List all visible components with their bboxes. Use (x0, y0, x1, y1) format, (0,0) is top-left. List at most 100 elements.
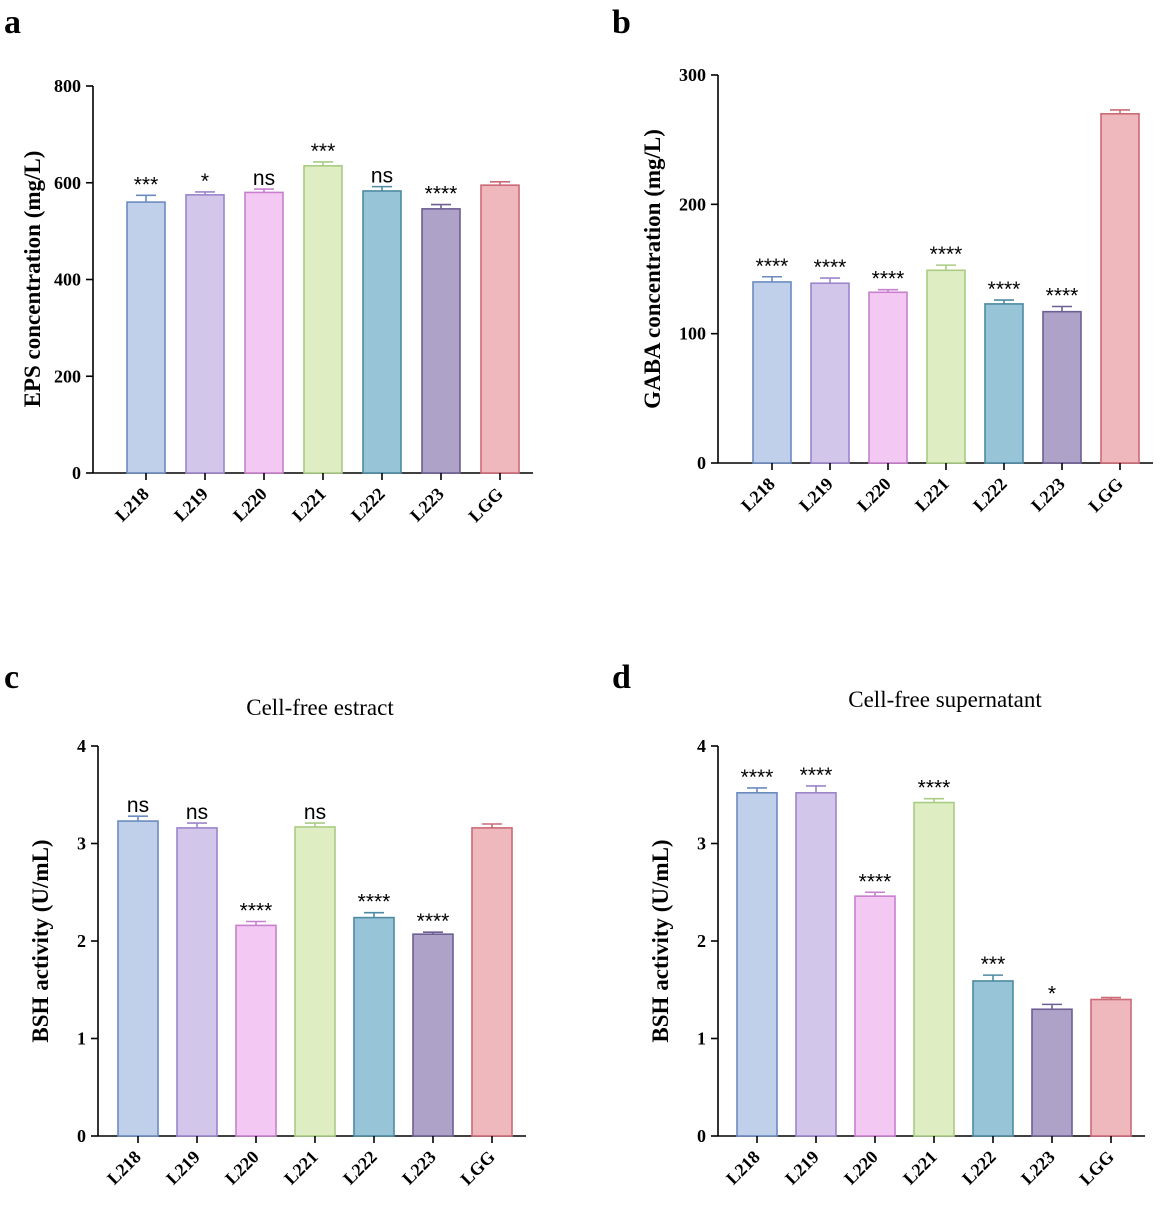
x-tick-label-c-L220: L220 (221, 1147, 263, 1189)
y-tick-label-c: 0 (77, 1126, 86, 1146)
panel-letter-b: b (612, 4, 631, 41)
panel-c: c Cell-free estract BSH activity (U/mL) … (4, 659, 526, 1189)
bar-a-L221 (303, 165, 343, 474)
bar-b-L223 (1042, 310, 1082, 464)
x-tick-label-d-LGG: LGG (1075, 1147, 1117, 1189)
bar-a-LGG (480, 184, 520, 474)
significance-label-a-L222: ns (371, 165, 393, 188)
bar-c-L218 (117, 820, 159, 1137)
ylabel-a: EPS concentration (mg/L) (20, 151, 45, 408)
x-tick-label-b-L223: L223 (1027, 474, 1069, 516)
y-tick-label-d: 4 (697, 736, 706, 756)
bar-d-L223 (1031, 1008, 1073, 1137)
y-tick-label-c: 3 (77, 834, 86, 854)
bar-d-L218 (736, 791, 778, 1137)
x-tick-label-c-L221: L221 (280, 1147, 322, 1189)
bar-a-L222 (362, 190, 402, 474)
significance-label-a-L220: ns (253, 167, 275, 190)
x-tick-label-d-L222: L222 (958, 1147, 1000, 1189)
panel-a: a EPS concentration (mg/L) 0 200 400 600 800… (4, 4, 533, 526)
x-tick-label-d-L223: L223 (1017, 1147, 1059, 1189)
bar-b-L220 (868, 291, 908, 464)
significance-label-c-L220: **** (240, 900, 273, 923)
significance-label-c-L219: ns (186, 801, 208, 824)
y-tick-label-d: 2 (697, 931, 706, 951)
y-tick-label-d: 3 (697, 834, 706, 854)
x-tick-label-d-L218: L218 (722, 1147, 764, 1189)
y-tick-label-d: 1 (697, 1029, 706, 1049)
bar-b-L218 (752, 281, 792, 464)
panel-letter-a: a (4, 4, 21, 41)
x-tick-label-d-L221: L221 (899, 1147, 941, 1189)
significance-label-b-L220: **** (872, 268, 905, 291)
significance-label-a-L219: * (201, 170, 209, 193)
x-tick-label-a-LGG: LGG (464, 484, 506, 526)
bar-c-L222 (353, 916, 395, 1137)
x-tick-label-c-L219: L219 (162, 1147, 204, 1189)
y-tick-label-a: 0 (72, 463, 81, 483)
significance-label-b-L222: **** (988, 278, 1021, 301)
bar-c-L223 (412, 933, 454, 1137)
significance-label-d-L219: **** (800, 764, 833, 787)
title-d: Cell-free supernatant (848, 687, 1042, 712)
significance-label-b-L221: **** (930, 243, 963, 266)
significance-label-a-L221: *** (311, 140, 336, 163)
bar-d-LGG (1090, 998, 1132, 1137)
bar-d-L222 (972, 980, 1014, 1137)
significance-label-c-L222: **** (358, 891, 391, 914)
y-tick-label-a: 200 (54, 366, 81, 386)
bar-b-L222 (984, 303, 1024, 464)
ylabel-d: BSH activity (U/mL) (648, 839, 673, 1042)
significance-label-a-L223: **** (425, 183, 458, 206)
bar-c-L220 (235, 924, 277, 1137)
significance-label-d-L220: **** (859, 870, 892, 893)
significance-label-b-L218: **** (756, 255, 789, 278)
x-tick-label-a-L223: L223 (406, 484, 448, 526)
x-tick-label-b-LGG: LGG (1084, 474, 1126, 516)
ylabel-b: GABA concentration (mg/L) (640, 129, 665, 409)
bar-c-L221 (294, 826, 336, 1137)
panel-b: b GABA concentration (mg/L) 0 100 200 300 L2… (612, 4, 1153, 516)
y-tick-label-b: 0 (697, 453, 706, 473)
x-tick-label-c-L222: L222 (339, 1147, 381, 1189)
bar-a-L218 (126, 201, 166, 474)
y-tick-label-c: 1 (77, 1029, 86, 1049)
bar-a-L223 (421, 208, 461, 474)
x-tick-label-c-L223: L223 (398, 1147, 440, 1189)
y-tick-label-a: 800 (54, 76, 81, 96)
x-tick-label-b-L220: L220 (853, 474, 895, 516)
bar-c-LGG (471, 827, 513, 1137)
panel-d: d Cell-free supernatant BSH activity (U/… (612, 659, 1145, 1189)
significance-label-c-L218: ns (127, 794, 149, 817)
bar-d-L219 (795, 791, 837, 1137)
bar-d-L220 (854, 895, 896, 1137)
y-tick-label-d: 0 (697, 1126, 706, 1146)
bar-a-L219 (185, 194, 225, 474)
bar-d-L221 (913, 801, 955, 1137)
x-tick-label-a-L220: L220 (229, 484, 271, 526)
y-tick-label-b: 200 (679, 194, 706, 214)
x-tick-label-a-L222: L222 (347, 484, 389, 526)
y-tick-label-b: 100 (679, 324, 706, 344)
x-tick-label-c-L218: L218 (103, 1147, 145, 1189)
ylabel-c: BSH activity (U/mL) (28, 839, 53, 1042)
significance-label-c-L223: **** (417, 910, 450, 933)
x-tick-label-d-L220: L220 (840, 1147, 882, 1189)
bar-a-L220 (244, 191, 284, 474)
y-tick-label-a: 400 (54, 270, 81, 290)
significance-label-b-L219: **** (814, 256, 847, 279)
bar-b-L221 (926, 269, 966, 464)
significance-label-d-L222: *** (981, 953, 1006, 976)
x-tick-label-d-L219: L219 (781, 1147, 823, 1189)
panel-letter-c: c (4, 659, 19, 696)
significance-label-d-L221: **** (918, 777, 951, 800)
x-tick-label-b-L222: L222 (969, 474, 1011, 516)
significance-label-c-L221: ns (304, 801, 326, 824)
y-tick-label-a: 600 (54, 173, 81, 193)
x-tick-label-a-L221: L221 (288, 484, 330, 526)
significance-label-a-L218: *** (134, 173, 159, 196)
x-tick-label-c-LGG: LGG (456, 1147, 498, 1189)
bar-b-L219 (810, 282, 850, 464)
x-tick-label-b-L219: L219 (795, 474, 837, 516)
